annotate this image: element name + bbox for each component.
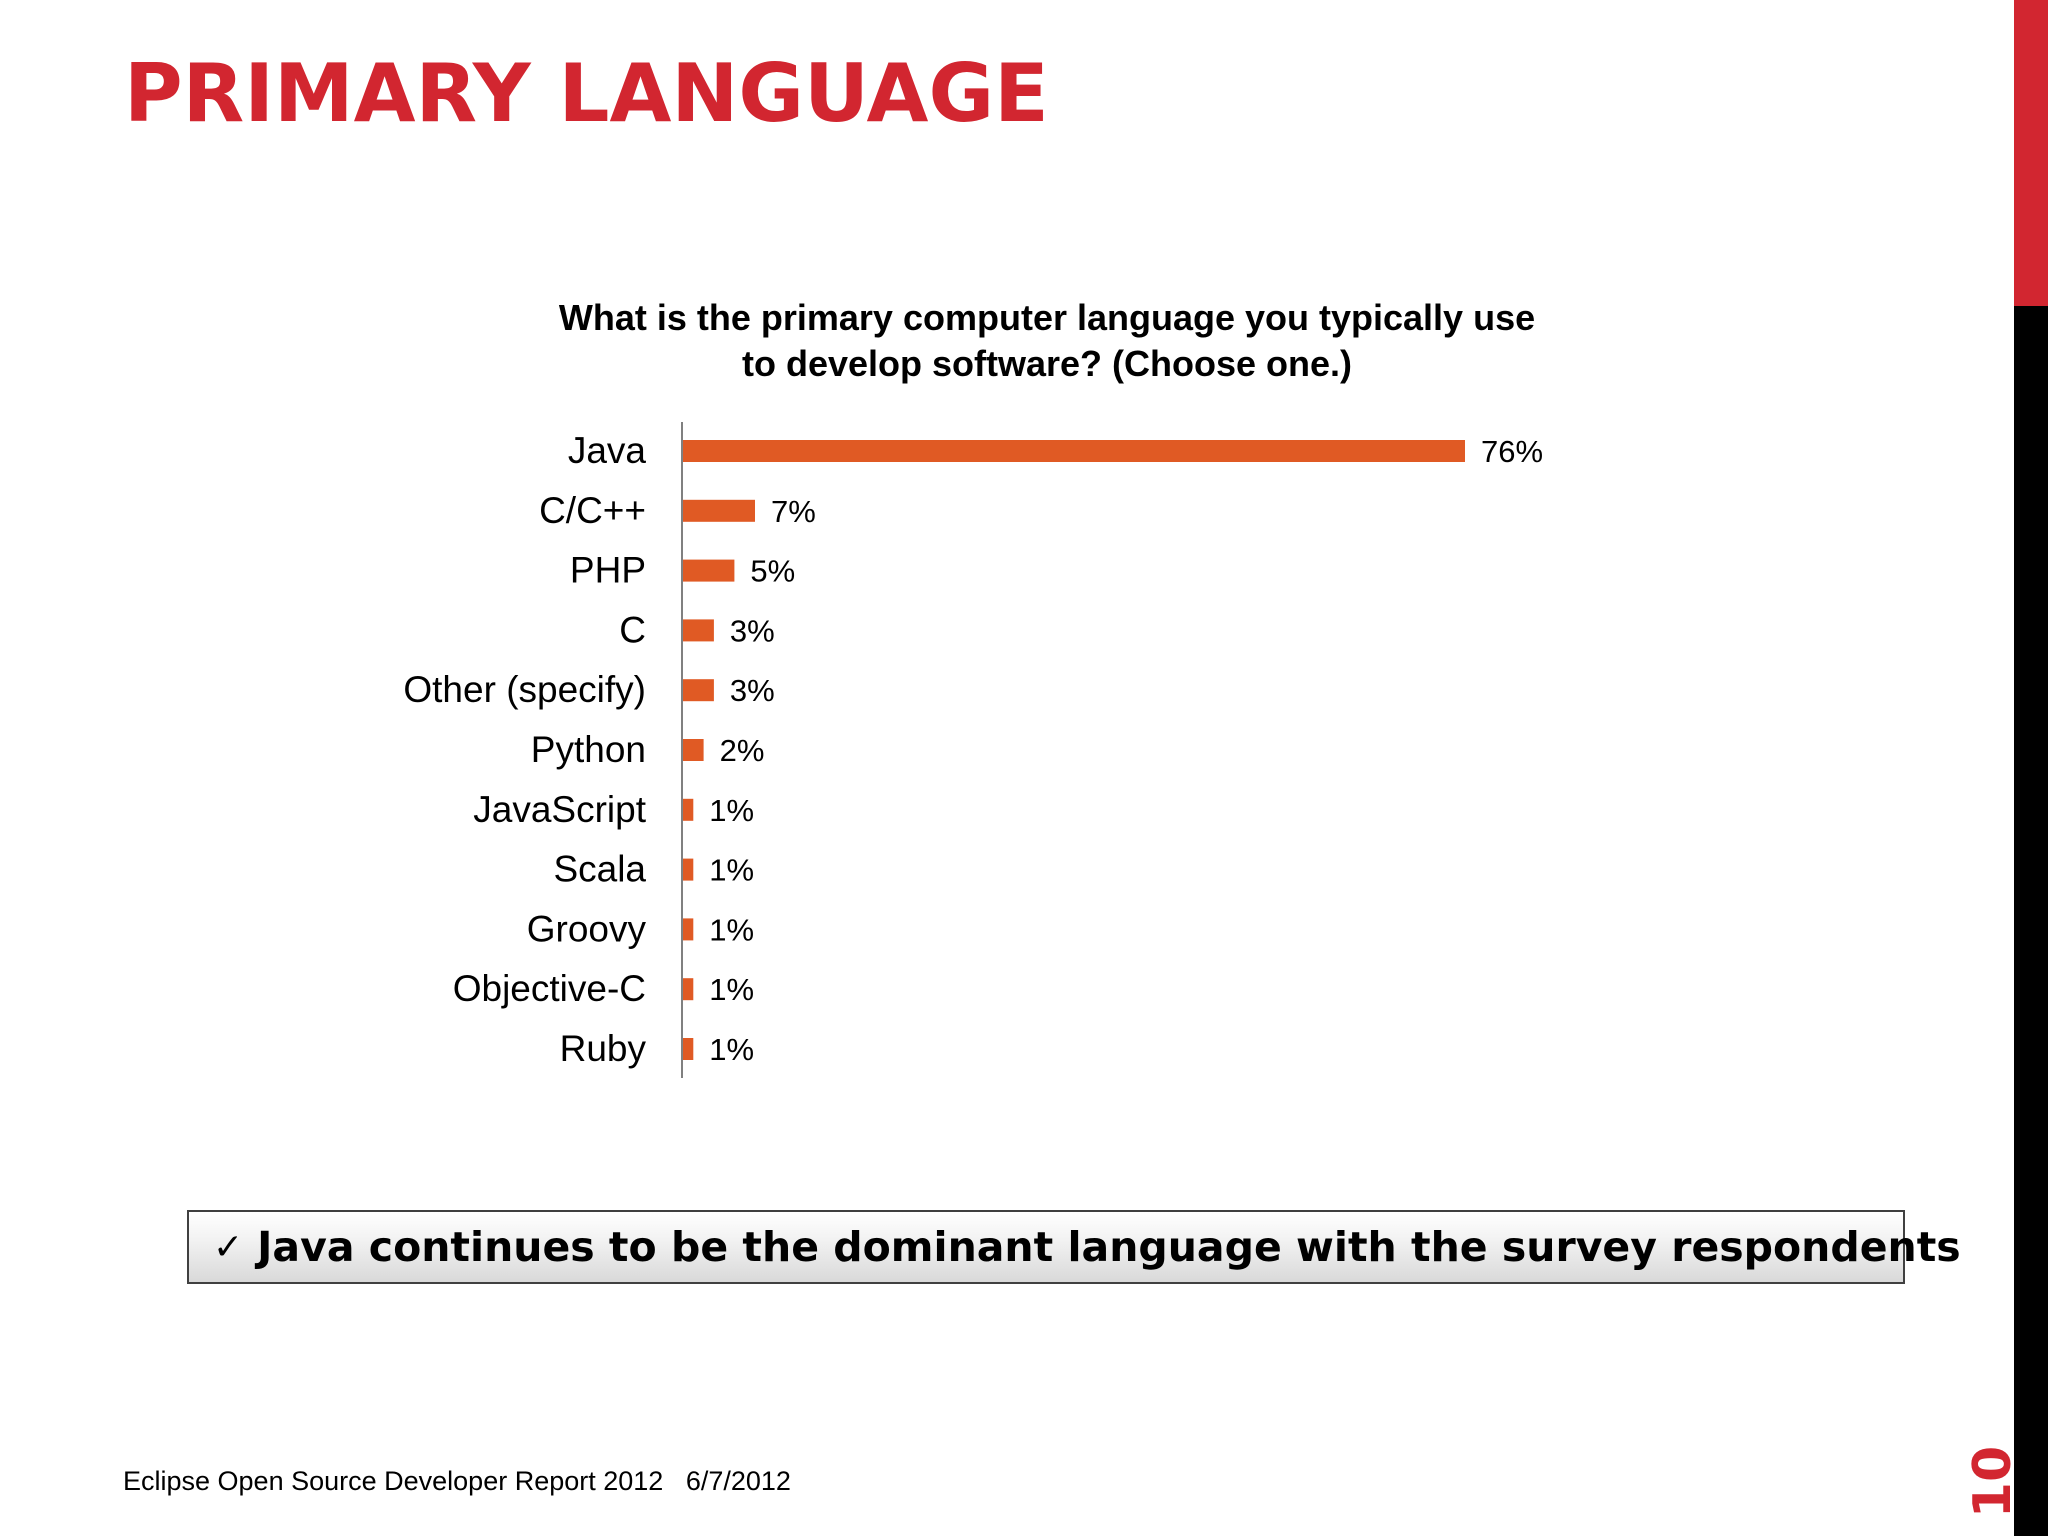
data-label: 5% [750, 554, 795, 589]
chart-title-line-2: to develop software? (Choose one.) [742, 343, 1352, 384]
chart-plot: Java 76% C/C++ 7% PHP 5% C 3% Other (specify) 3% P… [403, 430, 1543, 1069]
data-label: 1% [709, 1032, 754, 1067]
bar [683, 858, 694, 881]
data-label: 1% [709, 912, 754, 947]
data-label: 2% [720, 733, 765, 768]
data-label: 7% [771, 494, 816, 529]
category-label: Scala [553, 849, 646, 890]
data-label: 3% [730, 613, 775, 648]
data-label: 76% [1481, 434, 1543, 469]
data-label: 3% [730, 673, 775, 708]
bar [683, 798, 694, 821]
category-label: PHP [570, 550, 646, 591]
bar [683, 559, 735, 582]
bar [683, 1038, 694, 1060]
category-label: Objective-C [453, 968, 646, 1009]
callout-text: Java continues to be the dominant langua… [257, 1223, 1961, 1271]
side-bar-accent [2014, 0, 2048, 306]
category-label: Java [568, 430, 647, 471]
bar [683, 440, 1465, 462]
category-label: JavaScript [473, 789, 646, 830]
bar [683, 619, 714, 642]
data-label: 1% [709, 972, 754, 1007]
callout-box: ✓ Java continues to be the dominant lang… [187, 1210, 1961, 1284]
category-label: C [619, 609, 646, 650]
footer-text: Eclipse Open Source Developer Report 201… [123, 1466, 791, 1496]
side-bar [2014, 0, 2048, 1536]
bar [683, 679, 714, 702]
category-label: Other (specify) [403, 669, 646, 710]
category-label: Ruby [560, 1028, 647, 1069]
bar [683, 499, 755, 522]
slide-title: PRIMARY LANGUAGE [124, 47, 1049, 140]
category-label: C/C++ [539, 490, 646, 531]
bar [683, 978, 694, 1001]
bar [683, 918, 694, 941]
data-label: 1% [709, 793, 754, 828]
page-number: 10 [1963, 1445, 2023, 1519]
bar-chart: What is the primary computer language yo… [403, 297, 1543, 1078]
bar [683, 739, 704, 761]
category-label: Groovy [527, 908, 647, 949]
chart-title-line-1: What is the primary computer language yo… [559, 297, 1535, 338]
checkmark-icon: ✓ [213, 1226, 244, 1268]
category-label: Python [531, 729, 646, 770]
data-label: 1% [709, 853, 754, 888]
